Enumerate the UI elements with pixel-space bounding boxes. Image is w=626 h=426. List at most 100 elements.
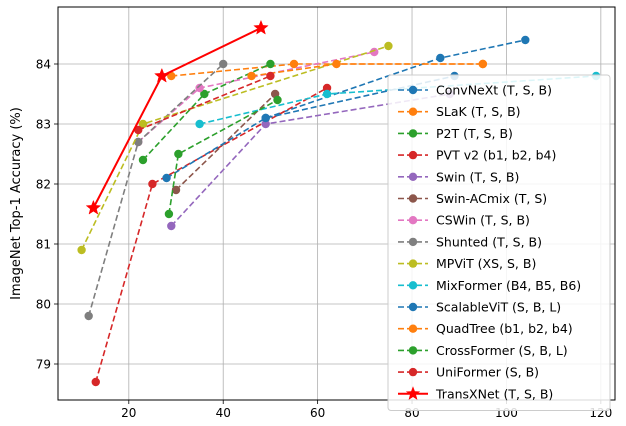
legend-marker — [408, 259, 418, 268]
legend-marker — [405, 386, 421, 400]
x-tick-label: 20 — [121, 406, 136, 420]
y-tick-label: 83 — [36, 118, 51, 132]
legend-label: Shunted (T, S, B) — [436, 234, 542, 249]
series-8 — [77, 41, 393, 255]
legend-item: TransXNet (T, S, B) — [398, 386, 553, 401]
legend-label: MPViT (XS, S, B) — [436, 256, 536, 271]
legend-item: Shunted (T, S, B) — [398, 234, 542, 249]
data-point — [85, 199, 102, 215]
legend-marker — [408, 129, 418, 138]
y-tick-label: 81 — [36, 238, 51, 252]
legend-item: Swin (T, S, B) — [398, 169, 519, 184]
legend-item: MPViT (XS, S, B) — [398, 256, 536, 271]
legend-label: Swin (T, S, B) — [436, 169, 519, 184]
data-point — [332, 59, 341, 69]
series-11 — [247, 59, 488, 81]
legend-item: SLaK (T, S, B) — [398, 104, 521, 119]
data-point — [266, 71, 275, 81]
series-5 — [171, 89, 280, 195]
y-axis-label: ImageNet Top-1 Accuracy (%) — [9, 107, 24, 300]
legend-marker — [408, 237, 418, 247]
legend-marker — [408, 281, 418, 290]
series-line — [94, 87, 328, 383]
data-point — [289, 59, 299, 69]
legend-label: CSWin (T, S, B) — [436, 213, 530, 228]
series-13 — [134, 71, 275, 135]
data-point — [195, 83, 204, 93]
legend-label: PVT v2 (b1, b2, b4) — [436, 148, 556, 163]
data-point — [247, 71, 256, 81]
data-point — [154, 67, 170, 83]
legend-marker — [408, 346, 418, 355]
legend-marker — [408, 172, 418, 181]
x-tick-label: 60 — [310, 406, 325, 420]
data-point — [200, 89, 209, 99]
data-point — [138, 155, 148, 165]
series-line — [87, 63, 224, 317]
data-point — [138, 119, 148, 129]
legend-marker — [408, 150, 418, 160]
legend-item: PVT v2 (b1, b2, b4) — [398, 148, 556, 163]
legend-marker — [408, 194, 418, 203]
legend-box — [387, 74, 611, 411]
legend: ConvNeXt (T, S, B) SLaK (T, S, B) P2T (T, … — [387, 74, 611, 411]
data-point — [273, 95, 282, 105]
legend-label: QuadTree (b1, b2, b4) — [436, 321, 573, 336]
plot-frame — [57, 6, 616, 401]
legend-item: CSWin (T, S, B) — [398, 213, 530, 228]
legend-item: QuadTree (b1, b2, b4) — [398, 321, 573, 336]
data-point — [134, 125, 143, 135]
legend-marker — [408, 216, 418, 225]
series-14 — [85, 19, 269, 215]
series-line — [175, 93, 276, 191]
legend-marker — [408, 107, 418, 116]
legend-label: CrossFormer (S, B, L) — [436, 343, 568, 358]
legend-item: ScalableViT (S, B, L) — [398, 300, 561, 315]
legend-label: MixFormer (B4, B5, B6) — [436, 278, 581, 293]
data-point — [134, 137, 143, 147]
y-tick-label: 80 — [36, 298, 51, 312]
data-point — [167, 221, 176, 231]
legend-label: TransXNet (T, S, B) — [435, 386, 553, 401]
legend-item: MixFormer (B4, B5, B6) — [398, 278, 581, 293]
legend-item: P2T (T, S, B) — [398, 126, 513, 141]
data-point — [77, 245, 86, 255]
series-line — [168, 99, 278, 215]
data-point — [266, 59, 275, 69]
legend-marker — [408, 302, 418, 312]
data-point — [84, 311, 93, 321]
series-line — [251, 63, 483, 77]
data-point — [384, 41, 393, 51]
y-tick-label: 79 — [36, 358, 51, 372]
data-point — [370, 47, 379, 57]
series-6 — [134, 47, 379, 147]
y-tick-label: 84 — [36, 58, 51, 72]
legend-marker — [408, 85, 418, 95]
series-12 — [164, 95, 282, 219]
data-point — [521, 35, 530, 45]
data-point — [174, 149, 183, 159]
data-point — [91, 377, 100, 387]
series-7 — [84, 59, 228, 321]
data-point — [195, 119, 204, 129]
data-point — [171, 185, 181, 195]
data-point — [148, 179, 157, 189]
series-line — [92, 27, 262, 209]
series-line — [137, 75, 271, 131]
legend-item: Swin-ACmix (T, S) — [398, 191, 547, 206]
legend-label: SLaK (T, S, B) — [436, 104, 521, 119]
data-point — [261, 113, 270, 123]
data-point — [436, 53, 445, 63]
data-point — [164, 209, 174, 219]
series-line — [80, 45, 389, 251]
legend-marker — [408, 324, 418, 333]
legend-label: UniFormer (S, B) — [436, 365, 539, 380]
y-tick-label: 82 — [36, 178, 51, 192]
data-point — [219, 59, 228, 69]
series-line — [171, 63, 483, 77]
series-3 — [91, 83, 332, 387]
legend-label: ScalableViT (S, B, L) — [436, 300, 561, 315]
data-point — [167, 71, 176, 81]
legend-label: ConvNeXt (T, S, B) — [436, 83, 552, 98]
